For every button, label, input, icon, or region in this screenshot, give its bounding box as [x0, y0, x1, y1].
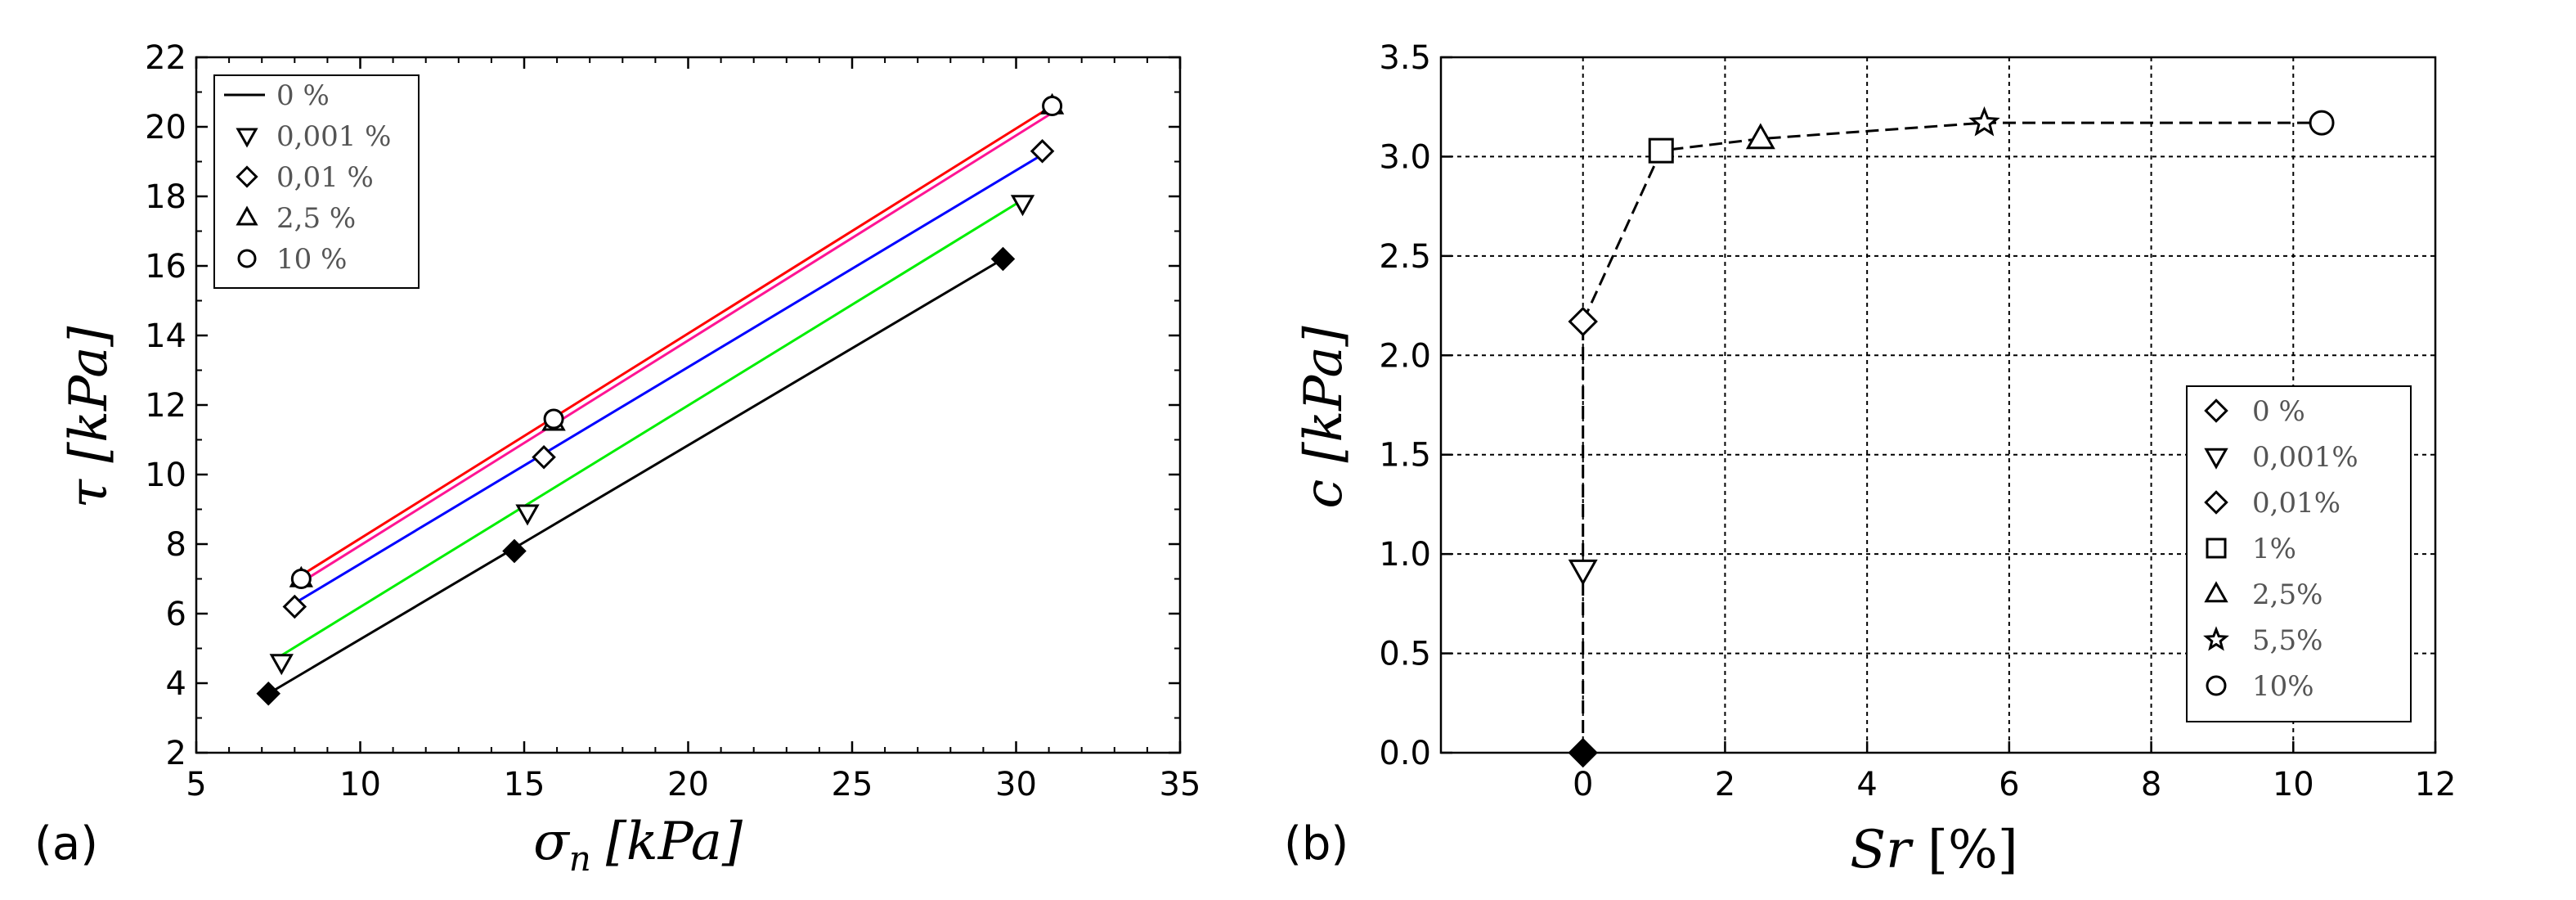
y-tick-label: 3.5 [1379, 39, 1431, 77]
y-tick-label: 12 [145, 387, 186, 425]
x-tick-label: 25 [832, 766, 873, 803]
panel-b-legend: 0 % 0,001% 0,01% 1% 2,5% 5,5% 10% [2186, 385, 2412, 722]
y-tick-label: 2 [166, 735, 186, 772]
legend-marker [2204, 448, 2228, 470]
x-tick-label: 35 [1160, 766, 1201, 803]
legend-label: 10% [2252, 670, 2314, 703]
fit-line [280, 198, 1024, 657]
panel-b-x-axis-label: Sr [%] [1850, 820, 2018, 880]
legend-marker [2204, 398, 2228, 423]
data-point [990, 246, 1016, 272]
x-tick-label: 15 [504, 766, 545, 803]
x-tick-label: 8 [2141, 766, 2161, 803]
data-point [1568, 737, 1598, 768]
x-tick-label: 4 [1856, 766, 1877, 803]
data-point [1030, 138, 1055, 164]
y-tick-label: 6 [166, 596, 186, 633]
panel-b-y-axis-label: c [kPa] [1294, 325, 1354, 508]
data-point [502, 538, 527, 564]
data-point [1568, 306, 1598, 337]
fit-line [300, 111, 1053, 584]
y-tick-label: 16 [145, 248, 186, 286]
legend-label: 5,5% [2252, 624, 2322, 657]
y-tick-label: 1.0 [1379, 536, 1431, 574]
data-point [282, 594, 307, 619]
legend-marker [2206, 675, 2227, 696]
legend-label: 10 % [276, 243, 347, 276]
data-point [532, 444, 556, 470]
panel-b: (b) Sr [%] c [kPa] 0 2 4 6 8 10 12 0.0 0.5 1.0 1.5… [1284, 39, 2456, 880]
y-tick-label: 4 [166, 665, 186, 703]
x-tick-label: 12 [2415, 766, 2457, 803]
x-tick-label: 6 [1999, 766, 2019, 803]
data-point [1745, 123, 1775, 150]
legend-marker [2203, 626, 2229, 651]
legend-label: 0 % [2252, 395, 2305, 428]
y-tick-label: 0.0 [1379, 735, 1431, 772]
y-tick-label: 10 [145, 457, 186, 494]
y-tick-label: 18 [145, 178, 186, 216]
panel-a-y-axis-label: τ [kPa] [59, 326, 119, 509]
legend-label: 2,5 % [276, 202, 356, 235]
x-tick-label: 10 [339, 766, 381, 803]
legend-marker [2204, 490, 2228, 515]
x-tick-label: 20 [667, 766, 709, 803]
data-point [290, 569, 312, 589]
legend-label: 1% [2252, 533, 2296, 565]
data-point [1968, 106, 2000, 137]
panel-a-x-axis-label: σn [kPa] [533, 812, 743, 879]
x-tick-label: 5 [186, 766, 206, 803]
panel-b-label: (b) [1284, 817, 1349, 871]
legend-marker [2206, 538, 2227, 559]
fit-line [300, 105, 1053, 577]
y-tick-label: 1.5 [1379, 437, 1431, 475]
data-point [1568, 559, 1598, 586]
data-point [1042, 96, 1063, 116]
fit-line [294, 153, 1043, 605]
data-point [256, 681, 280, 706]
y-tick-label: 20 [145, 109, 186, 146]
y-tick-label: 2.0 [1379, 337, 1431, 375]
x-tick-label: 0 [1573, 766, 1593, 803]
data-point [1648, 137, 1674, 164]
legend-label: 0 % [276, 79, 330, 112]
legend-label: 0,01 % [276, 161, 374, 194]
data-point [2309, 110, 2335, 136]
panel-b-plot-area: 0 2 4 6 8 10 12 0.0 0.5 1.0 1.5 2.0 2.5 3.0 3.5 [1379, 39, 2456, 803]
y-tick-label: 3.0 [1379, 138, 1431, 176]
y-tick-label: 2.5 [1379, 238, 1431, 276]
panel-a-plot-area: 5 10 15 20 25 30 35 2 4 6 8 10 12 14 16 18 20 22 [145, 39, 1200, 803]
y-tick-label: 0.5 [1379, 636, 1431, 673]
legend-label: 0,01% [2252, 487, 2340, 520]
panel-a: (a) σn [kPa] τ [kPa] 5 10 15 20 25 30 35 2 4 6 8 10 1… [34, 39, 1200, 879]
data-point [543, 408, 564, 430]
x-tick-label: 2 [1715, 766, 1735, 803]
legend-label: 0,001 % [276, 120, 391, 153]
panel-a-label: (a) [34, 817, 98, 871]
y-tick-label: 8 [166, 526, 186, 564]
legend-marker [236, 205, 258, 226]
legend-marker [236, 165, 258, 188]
y-tick-label: 22 [145, 39, 186, 77]
fit-line [267, 258, 1004, 695]
x-tick-label: 10 [2273, 766, 2314, 803]
data-point [269, 654, 294, 676]
legend-label: 0,001% [2252, 441, 2358, 474]
legend-marker [2204, 581, 2228, 603]
data-point [515, 504, 540, 526]
panel-a-legend: 0 % 0,001 % 0,01 % 2,5 % 10 % [213, 74, 420, 289]
plot-frame [1439, 56, 2437, 754]
y-tick-label: 14 [145, 317, 186, 355]
legend-marker [237, 249, 257, 268]
data-point [1010, 195, 1035, 217]
legend-label: 2,5% [2252, 578, 2322, 611]
x-tick-label: 30 [995, 766, 1037, 803]
legend-marker [236, 128, 258, 148]
